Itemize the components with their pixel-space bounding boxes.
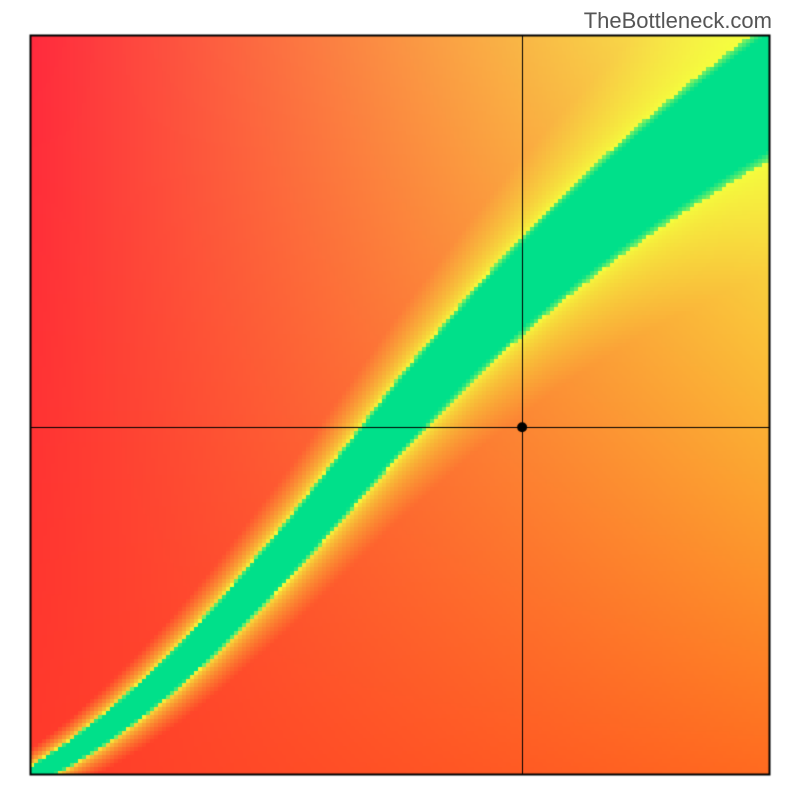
chart-container: TheBottleneck.com bbox=[0, 0, 800, 800]
watermark-text: TheBottleneck.com bbox=[584, 8, 772, 34]
heatmap-canvas bbox=[0, 0, 800, 800]
